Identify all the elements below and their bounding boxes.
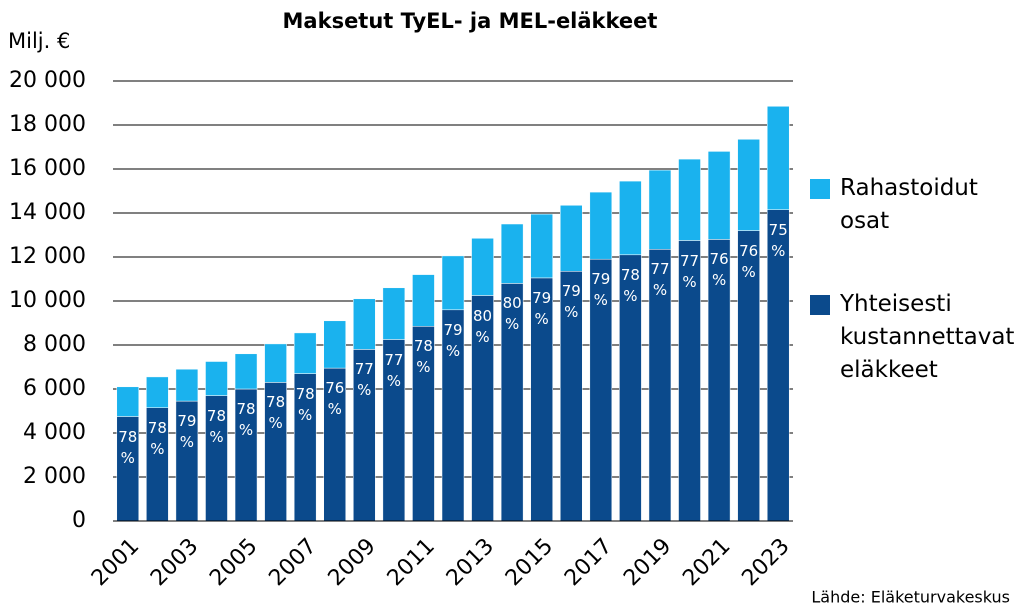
y-tick-label: 16 000 [9, 156, 86, 181]
share-label: 79 % [591, 270, 611, 310]
y-tick-label: 8 000 [23, 332, 86, 357]
bar-segment [205, 361, 228, 396]
share-label: 78 % [236, 400, 256, 439]
bar-segment [678, 158, 701, 241]
x-tick-label: 2019 [619, 534, 676, 591]
y-tick-label: 0 [72, 508, 86, 533]
x-tick-label: 2017 [560, 534, 617, 591]
bar-segment [500, 223, 524, 284]
y-tick-label: 4 000 [23, 420, 86, 445]
bar-segment [323, 320, 346, 369]
bar-segment [264, 343, 287, 383]
x-tick-label: 2009 [324, 534, 381, 591]
share-label: 78 % [620, 265, 640, 305]
share-label: 80 % [502, 294, 522, 334]
y-tick-label: 2 000 [23, 464, 86, 489]
share-label: 78 % [413, 337, 433, 377]
y-tick-label: 20 000 [9, 68, 86, 93]
bar-segment [441, 255, 465, 311]
share-label: 78 % [147, 418, 167, 458]
x-tick-label: 2011 [383, 534, 440, 591]
share-label: 78 % [206, 406, 227, 446]
legend-item: Yhteisesti kustannettavat eläkkeet [810, 288, 1014, 387]
share-label: 79 % [177, 412, 197, 452]
share-label: 79 % [532, 288, 552, 328]
share-label: 80 % [473, 306, 493, 346]
bar-segment [146, 376, 169, 408]
bar-segment [382, 287, 406, 340]
bar-segment [530, 213, 553, 279]
x-tick-label: 2013 [442, 534, 499, 591]
x-tick-label: 2001 [87, 534, 144, 591]
chart-title: Maksetut TyEL- ja MEL-eläkkeet [283, 9, 658, 33]
y-tick-label: 6 000 [23, 376, 86, 401]
bar-segment [412, 274, 435, 327]
share-label: 78 % [295, 384, 315, 424]
share-label: 79 % [443, 320, 463, 360]
bar-segment [293, 332, 317, 374]
share-label: 77 % [679, 251, 700, 291]
share-label: 77 % [650, 260, 670, 300]
share-label: 77 % [354, 360, 374, 400]
y-tick-label: 14 000 [9, 200, 86, 225]
share-label: 76 % [325, 379, 345, 419]
y-axis-label: Milj. € [8, 29, 70, 53]
y-tick-label: 10 000 [9, 288, 86, 313]
bar-segment [471, 238, 494, 296]
x-tick-label: 2015 [501, 534, 558, 591]
legend-label: Rahastoidut osat [840, 175, 978, 234]
bar-segment [648, 169, 672, 250]
legend-item: Rahastoidut osat [810, 172, 1010, 238]
bar-segment [589, 191, 613, 260]
legend-label: Yhteisesti kustannettavat eläkkeet [840, 291, 1015, 383]
x-tick-label: 2021 [678, 534, 735, 591]
x-tick-label: 2003 [146, 534, 203, 591]
legend-swatch [810, 179, 830, 199]
legend-swatch [810, 295, 830, 315]
bar-segment [116, 386, 140, 417]
bar-segment [175, 368, 199, 402]
share-label: 76 % [709, 250, 729, 290]
share-label: 77 % [384, 350, 404, 390]
share-label: 75 % [768, 220, 788, 260]
source: Lähde: Eläketurvakeskus [811, 588, 1010, 607]
bar-segment [234, 353, 258, 390]
bar-segment [707, 151, 731, 240]
share-label: 79 % [561, 282, 581, 322]
bar-segment [353, 298, 376, 350]
bar-segment [766, 106, 790, 210]
y-tick-label: 12 000 [9, 244, 86, 269]
bar-segment [737, 139, 760, 231]
y-tick-label: 18 000 [9, 112, 86, 137]
x-tick-label: 2023 [737, 534, 794, 591]
share-label: 78 % [118, 427, 138, 467]
bar-segment [619, 180, 642, 256]
share-label: 76 % [739, 241, 759, 281]
share-label: 78 % [266, 393, 286, 433]
x-tick-label: 2005 [205, 534, 262, 591]
x-tick-label: 2007 [264, 534, 321, 591]
bar-segment [560, 205, 583, 272]
